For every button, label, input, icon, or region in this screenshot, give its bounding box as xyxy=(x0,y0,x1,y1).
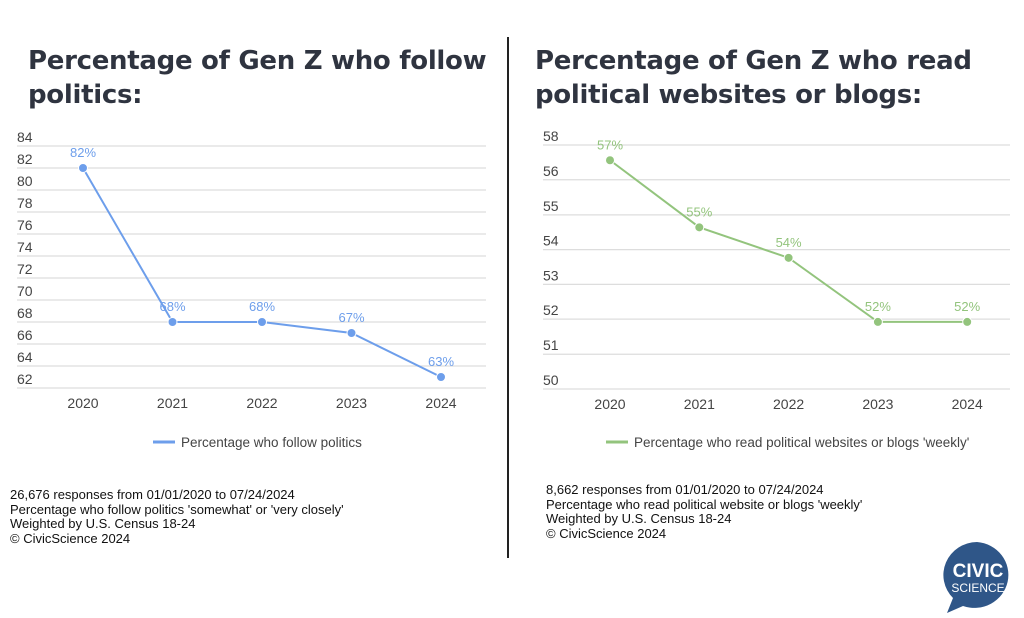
x-tick-label: 2024 xyxy=(952,396,983,412)
y-tick-label: 70 xyxy=(17,283,33,299)
speech-bubble-icon xyxy=(943,542,1009,613)
note-line: © CivicScience 2024 xyxy=(546,525,667,541)
x-tick-label: 2024 xyxy=(425,395,456,411)
y-tick-label: 74 xyxy=(17,239,33,255)
data-label: 57% xyxy=(597,137,623,152)
data-label: 54% xyxy=(776,235,802,250)
data-label: 68% xyxy=(159,299,185,314)
x-tick-label: 2020 xyxy=(594,396,625,412)
data-point xyxy=(783,252,794,263)
y-tick-label: 56 xyxy=(543,163,559,179)
left-chart-notes: 26,676 responses from 01/01/2020 to 07/2… xyxy=(10,487,344,546)
y-tick-label: 84 xyxy=(17,129,33,145)
data-label: 67% xyxy=(338,310,364,325)
data-label: 63% xyxy=(428,354,454,369)
chart-divider xyxy=(507,37,509,558)
data-label: 52% xyxy=(954,299,980,314)
legend-label: Percentage who read political websites o… xyxy=(634,435,969,450)
y-tick-label: 80 xyxy=(17,173,33,189)
logo-text-civic: CIVIC xyxy=(953,561,1004,582)
data-point xyxy=(346,328,357,338)
x-tick-label: 2021 xyxy=(157,395,188,411)
data-point xyxy=(167,317,178,327)
y-tick-label: 50 xyxy=(543,372,559,388)
x-tick-label: 2023 xyxy=(336,395,367,411)
x-tick-label: 2020 xyxy=(67,395,98,411)
y-tick-label: 78 xyxy=(17,195,33,211)
data-point xyxy=(78,163,88,173)
y-tick-label: 58 xyxy=(543,128,559,144)
note-line: Weighted by U.S. Census 18-24 xyxy=(546,511,732,526)
note-line: Percentage who follow politics 'somewhat… xyxy=(10,501,344,517)
data-label: 68% xyxy=(249,299,275,314)
note-line: 8,662 responses from 01/01/2020 to 07/24… xyxy=(546,482,824,497)
data-point xyxy=(436,372,446,382)
y-tick-label: 53 xyxy=(543,267,559,283)
x-tick-label: 2023 xyxy=(862,396,893,412)
y-tick-label: 52 xyxy=(543,302,559,318)
x-tick-label: 2022 xyxy=(773,396,804,412)
left-line-chart: 84 82 80 78 76 74 72 70 68 66 64 62 2020 2021 2022 2023… xyxy=(17,129,486,450)
note-line: Percentage who read political website or… xyxy=(546,496,863,512)
data-label: 52% xyxy=(865,299,891,314)
logo-text-science: SCIENCE xyxy=(951,581,1004,595)
right-chart-title: Percentage of Gen Z who read political w… xyxy=(535,46,972,110)
note-line: 26,676 responses from 01/01/2020 to 07/2… xyxy=(10,487,295,502)
y-tick-label: 66 xyxy=(17,327,33,343)
note-line: Weighted by U.S. Census 18-24 xyxy=(10,516,196,531)
y-tick-label: 68 xyxy=(17,305,33,321)
data-label: 82% xyxy=(70,145,96,160)
y-tick-label: 82 xyxy=(17,151,33,167)
left-chart-title: Percentage of Gen Z who follow politics: xyxy=(28,46,487,110)
y-tick-label: 64 xyxy=(17,349,33,365)
data-point xyxy=(872,316,883,327)
legend-label: Percentage who follow politics xyxy=(181,435,362,450)
data-point xyxy=(257,317,267,327)
note-line: © CivicScience 2024 xyxy=(10,530,131,546)
right-chart-notes: 8,662 responses from 01/01/2020 to 07/24… xyxy=(546,482,863,541)
y-tick-label: 76 xyxy=(17,217,33,233)
civicscience-logo: CIVIC SCIENCE xyxy=(943,542,1009,613)
right-line-chart: 58 56 55 54 53 52 51 50 2020 2021 2022 2023 2024 57% 5… xyxy=(543,128,1010,450)
x-tick-label: 2021 xyxy=(684,396,715,412)
y-tick-label: 54 xyxy=(543,233,559,249)
y-tick-label: 55 xyxy=(543,198,559,214)
y-tick-label: 72 xyxy=(17,261,33,277)
data-label: 55% xyxy=(686,204,712,219)
data-point xyxy=(605,155,615,166)
data-point xyxy=(694,222,705,233)
data-point xyxy=(962,316,973,327)
y-tick-label: 62 xyxy=(17,371,33,387)
x-tick-label: 2022 xyxy=(246,395,277,411)
y-tick-label: 51 xyxy=(543,337,559,353)
